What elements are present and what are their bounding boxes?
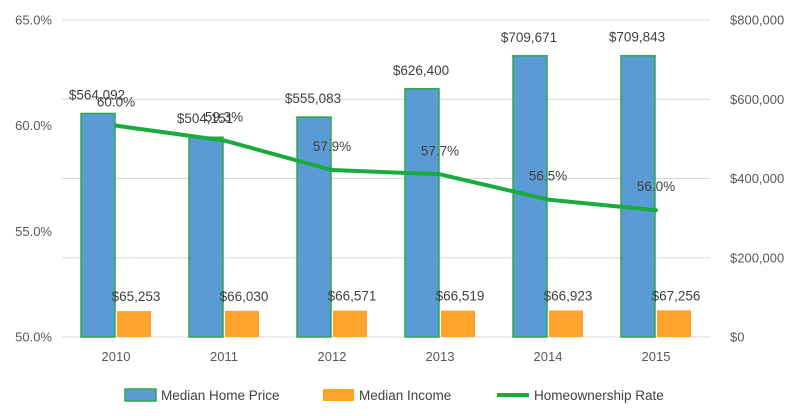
data-label-homeownership-rate: 56.5% (529, 169, 567, 184)
x-axis-tick-label: 2011 (210, 349, 238, 364)
left-axis-tick-label: 65.0% (15, 13, 52, 28)
bar-median-home-price (620, 54, 656, 338)
right-axis-tick-label: $800,000 (730, 13, 784, 28)
right-axis-tick-labels: $0 $200,000 $400,000 $600,000 $800,000 (730, 13, 784, 345)
gridlines (62, 19, 710, 338)
x-axis-tick-label: 2013 (426, 349, 455, 364)
bar-median-income (657, 310, 691, 337)
data-label-median-income: $66,571 (328, 289, 377, 304)
x-axis-tick-label: 2015 (642, 349, 671, 364)
legend-label-median-home-price: Median Home Price (161, 388, 280, 403)
left-axis-tick-label: 60.0% (15, 118, 52, 133)
line-homeownership-rate (114, 123, 658, 213)
bar-median-income (549, 310, 583, 337)
homeownership-line-layer (114, 123, 658, 213)
bar-median-home-price (296, 116, 332, 338)
bar-data-labels: $564,092 $65,253 $504,151 $66,030 $555,083 $6… (69, 30, 701, 304)
data-label-median-home-price: $504,151 (177, 111, 233, 126)
legend-label-median-income: Median Income (359, 388, 451, 403)
data-label-homeownership-rate: 56.0% (637, 179, 675, 194)
right-axis-tick-label: $0 (730, 330, 744, 345)
x-axis-tick-label: 2014 (534, 349, 563, 364)
data-label-homeownership-rate: 57.9% (313, 139, 351, 154)
data-label-homeownership-rate: 57.7% (421, 143, 459, 158)
right-axis-tick-label: $200,000 (730, 250, 784, 265)
bar-median-home-price (188, 136, 224, 338)
line-data-labels: 60.0% 59.3% 57.9% 57.7% 56.5% 56.0% (97, 95, 675, 195)
data-label-median-income: $67,256 (652, 288, 701, 303)
right-axis-tick-label: $600,000 (730, 92, 784, 107)
bar-median-home-price (404, 88, 440, 338)
bar-median-home-price (80, 112, 116, 338)
bar-median-income (333, 310, 367, 337)
data-label-median-home-price: $709,843 (609, 30, 665, 45)
data-label-median-income: $66,923 (544, 288, 593, 303)
data-label-homeownership-rate: 60.0% (97, 95, 135, 110)
legend-swatch-median-income (323, 389, 354, 401)
data-label-median-income: $66,519 (436, 289, 485, 304)
data-label-homeownership-rate: 59.3% (205, 109, 243, 124)
data-label-median-home-price: $709,671 (501, 30, 557, 45)
bar-median-income (117, 311, 151, 337)
bars (80, 54, 691, 338)
bar-median-income (225, 310, 259, 337)
left-axis-tick-label: 55.0% (15, 224, 52, 239)
data-label-median-home-price: $555,083 (285, 91, 341, 106)
data-label-median-home-price: $564,092 (69, 87, 125, 102)
x-axis-tick-label: 2012 (318, 349, 347, 364)
x-axis-tick-labels: 2010 2011 2012 2013 2014 2015 (102, 349, 671, 364)
right-axis-tick-label: $400,000 (730, 171, 784, 186)
data-label-median-income: $65,253 (112, 289, 161, 304)
data-label-median-income: $66,030 (220, 289, 269, 304)
legend: Median Home Price Median Income Homeowners… (124, 388, 664, 403)
left-axis-tick-labels: 50.0% 55.0% 60.0% 65.0% (15, 13, 52, 345)
legend-swatch-median-home-price (124, 388, 157, 402)
legend-label-homeownership-rate: Homeownership Rate (534, 388, 664, 403)
left-axis-tick-label: 50.0% (15, 330, 52, 345)
bar-median-income (441, 310, 475, 337)
x-axis-tick-label: 2010 (102, 349, 131, 364)
data-label-median-home-price: $626,400 (393, 63, 449, 78)
